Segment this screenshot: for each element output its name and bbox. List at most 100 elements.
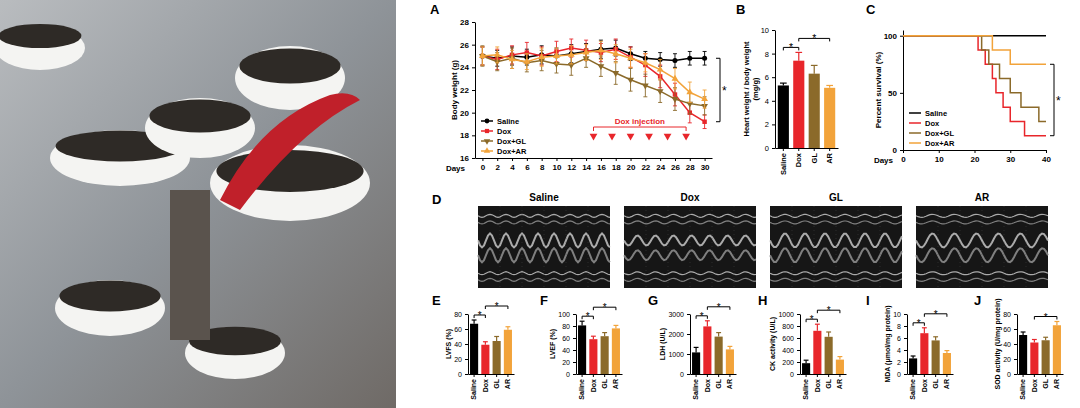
tick: AR (726, 374, 733, 389)
tick-label: 4 (765, 97, 769, 106)
tick: 12 (567, 158, 576, 172)
y-axis-title: LDH (U/L) (659, 328, 667, 360)
tick-label: 40 (454, 341, 462, 348)
tick-label: 60 (454, 326, 462, 333)
tick-label: 18 (460, 131, 469, 140)
tick: Saline (692, 374, 699, 400)
marker (612, 71, 619, 77)
error-bar-stem (924, 328, 925, 333)
marker (657, 89, 664, 95)
tick-label: 22 (460, 86, 469, 95)
error-bar (826, 85, 833, 87)
tick-mark (718, 374, 719, 377)
panel: 020406080SalineDoxGLAR**ELVFS (%) (432, 293, 515, 400)
tick-mark (573, 338, 576, 339)
bar (809, 74, 820, 148)
legend-label: Dox (925, 119, 940, 128)
tick-label: 18 (612, 163, 621, 172)
tick-mark (472, 90, 475, 91)
tick: 2 (765, 120, 775, 129)
marker (702, 119, 706, 123)
tick-mark (615, 374, 616, 377)
error-bar-cap (472, 319, 477, 320)
tick-label: 100 (884, 32, 898, 41)
echo-grid (792, 206, 793, 288)
legend-label: Saline (497, 117, 519, 126)
tick-mark (465, 359, 468, 360)
tick-label: 8 (540, 163, 545, 172)
echo-background (770, 206, 902, 288)
echo-grid (668, 206, 669, 288)
tick: 0 (680, 371, 690, 378)
y-axis-line (1017, 315, 1018, 375)
tick-mark (660, 158, 661, 161)
bar (943, 353, 951, 374)
tick-mark (582, 374, 583, 377)
tick: 0 (458, 371, 468, 378)
bar (493, 341, 501, 374)
x-axis-title: Days (874, 156, 894, 165)
y-axis-line (475, 23, 476, 159)
tick-label: 10 (935, 155, 944, 164)
tick-mark (571, 158, 572, 161)
bars (909, 328, 951, 374)
tick-label: 6 (897, 335, 901, 342)
tick-mark (472, 135, 475, 136)
marker (598, 46, 605, 52)
tick-mark (783, 148, 784, 151)
error-bar-cap (826, 331, 831, 332)
panel: 020406080100SalineDoxGLAR**FLVEF (%) (540, 293, 623, 400)
marker (627, 78, 634, 84)
error-bar (815, 324, 820, 331)
error-bar (922, 328, 927, 333)
series (480, 39, 707, 129)
legend-swatch (909, 112, 921, 114)
echo-grid (1026, 206, 1027, 288)
tick-label: 10 (761, 26, 769, 35)
tick-label: 0 (1007, 371, 1011, 378)
tick: Saline (470, 374, 477, 400)
echo-grid (1004, 206, 1005, 288)
echo-trace (770, 234, 902, 247)
tick-mark (939, 150, 940, 153)
tick: GL (601, 374, 608, 389)
tick: GL (715, 374, 722, 389)
tick: 50 (888, 89, 903, 98)
tick: 28 (460, 18, 475, 27)
significance-label: * (917, 318, 921, 329)
tick: 60 (1003, 326, 1017, 333)
tick: 10 (553, 158, 562, 172)
error-bar-cap (804, 360, 809, 361)
tick: 2 (495, 158, 500, 172)
tick: 80 (1003, 311, 1017, 318)
tick: 2000 (668, 331, 690, 338)
tick-mark (814, 148, 815, 151)
bar (813, 331, 821, 374)
echo-grid (982, 206, 983, 288)
y-axis-title: Body weight (g) (450, 60, 459, 120)
error-bar (580, 321, 585, 325)
marker (687, 56, 692, 61)
error-bar (613, 325, 618, 328)
bar (589, 339, 597, 374)
marker (553, 52, 560, 58)
error-bar (673, 54, 677, 68)
legend-label: Saline (925, 109, 947, 118)
tick-mark (573, 350, 576, 351)
x-axis: SalineDoxGLAR (801, 374, 847, 400)
echo-image (478, 206, 610, 288)
tick-label: AR (504, 379, 511, 389)
series-line (903, 36, 1046, 122)
marker (509, 55, 516, 61)
legend-swatch (909, 122, 921, 124)
series (479, 41, 708, 108)
x-axis-line (476, 158, 713, 159)
annotation-marker (664, 134, 672, 141)
tick-label: GL (601, 378, 608, 388)
tick-mark (1014, 314, 1017, 315)
error-bar-cap (911, 355, 916, 356)
error-bar (933, 337, 938, 341)
bar (909, 358, 917, 374)
tick-label: 800 (782, 323, 794, 330)
tick: 20 (1003, 356, 1017, 363)
